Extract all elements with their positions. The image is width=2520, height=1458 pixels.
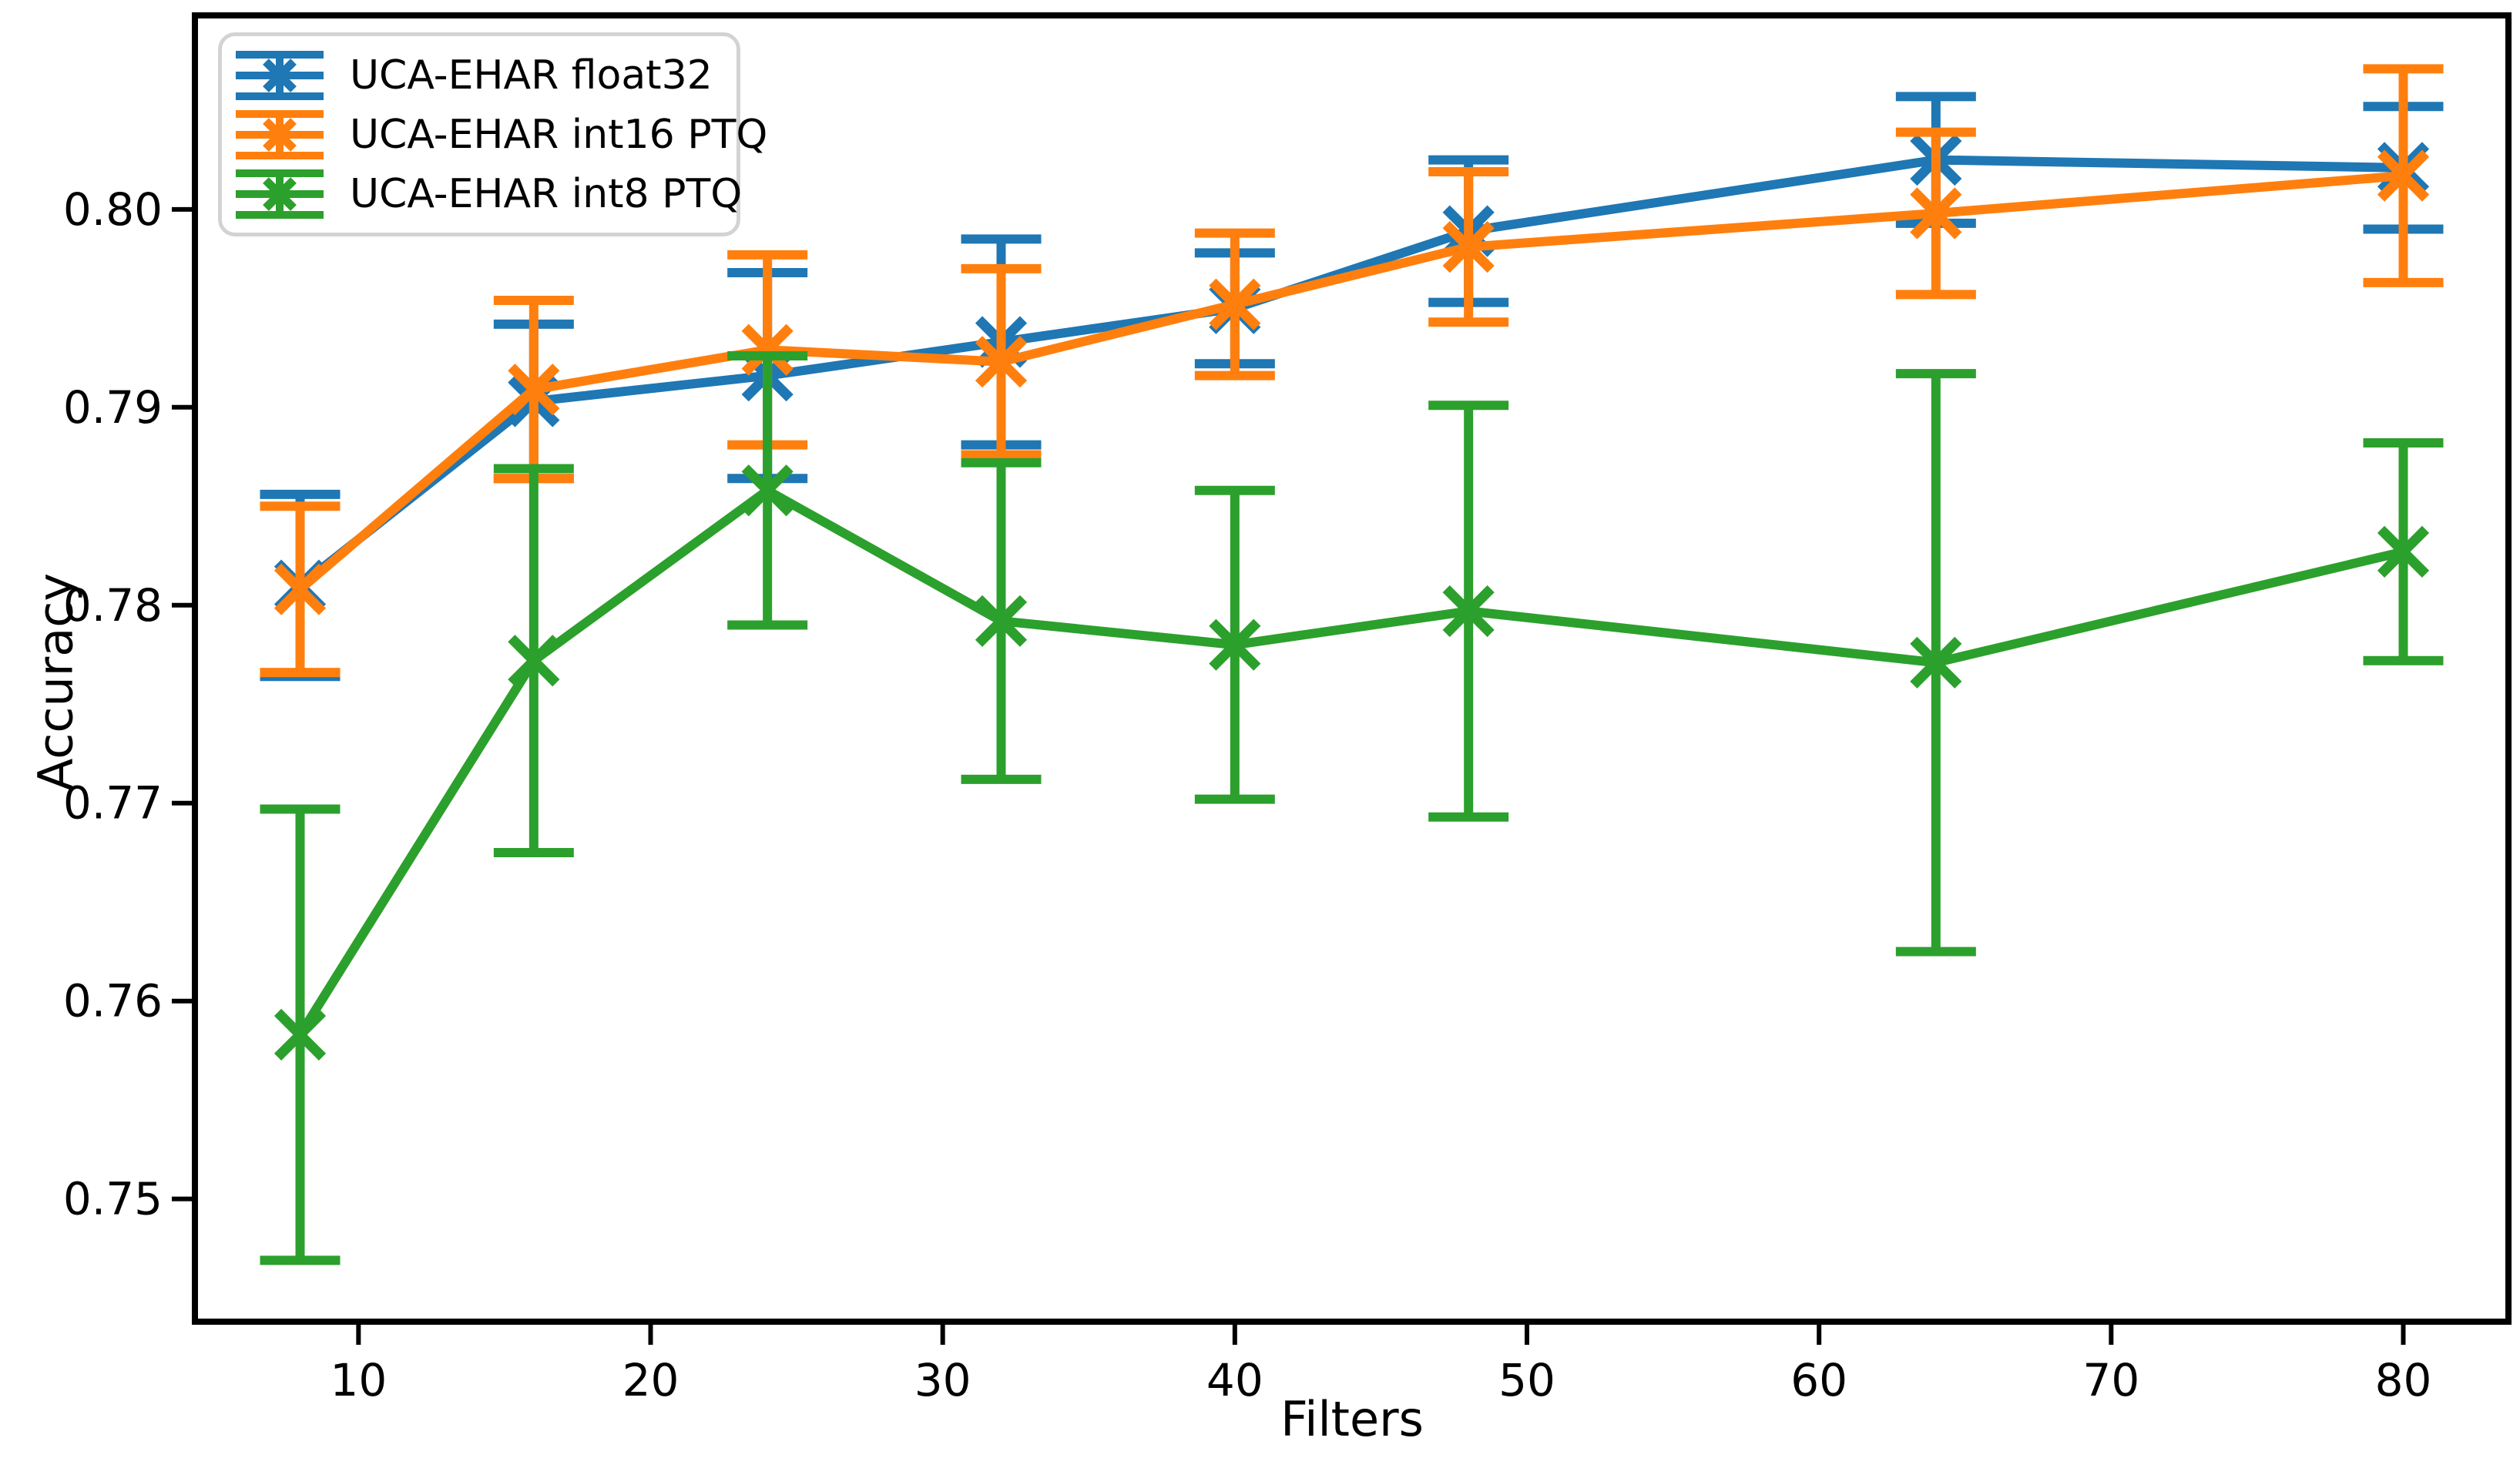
x-axis-label: Filters [1280,1391,1424,1447]
legend-label: UCA-EHAR int8 PTQ [350,170,743,217]
x-marker [1910,636,1962,689]
legend-label: UCA-EHAR float32 [350,52,713,99]
x-marker [2377,149,2430,202]
y-tick-label-0.80: 0.80 [63,183,163,236]
x-marker [1209,278,1261,330]
y-tick-label-0.79: 0.79 [63,381,163,434]
errorbar-key-icon [236,169,324,219]
x-marker [741,323,794,376]
errorbar-key-icon [236,50,324,100]
y-axis-label: Accuracy [27,572,84,792]
x-marker [975,336,1028,388]
x-tick-label-20: 20 [622,1354,679,1406]
y-tick-label-0.78: 0.78 [63,579,163,632]
series-line [296,484,2404,1037]
x-marker [1442,221,1495,273]
x-marker [2377,525,2430,578]
x-tick-label-70: 70 [2082,1354,2139,1406]
x-tick-label-40: 40 [1206,1354,1263,1406]
legend-item-int16: UCA-EHAR int16 PTQ [234,105,767,164]
x-tick-label-50: 50 [1498,1354,1555,1406]
series-line [297,171,2404,593]
series-line [297,155,2404,589]
x-marker [741,464,794,517]
legend-item-float32: UCA-EHAR float32 [234,45,721,105]
x-tick-label-60: 60 [1790,1354,1847,1406]
x-tick-label-30: 30 [914,1354,971,1406]
x-marker [508,364,560,416]
x-marker [273,1008,327,1061]
series-uca-ehar-int8-ptq [260,350,2444,1265]
legend-item-int8: UCA-EHAR int8 PTQ [234,164,742,223]
x-marker [975,595,1028,647]
y-tick-label-0.76: 0.76 [63,975,163,1027]
errorbar-key-icon [236,109,324,159]
x-tick-label-10: 10 [330,1354,387,1406]
x-tick-label-80: 80 [2375,1354,2432,1406]
axes-box [192,12,2512,1325]
x-marker [273,563,327,615]
x-marker [1209,618,1261,671]
y-tick-label-0.75: 0.75 [63,1173,163,1225]
series-uca-ehar-int16-ptq [260,64,2444,678]
x-marker [508,635,560,687]
x-marker [1910,187,1962,240]
x-marker [1442,585,1495,638]
y-tick-label-0.77: 0.77 [63,777,163,830]
legend-label: UCA-EHAR int16 PTQ [350,111,768,158]
legend: UCA-EHAR float32 UCA-EHAR int16 PTQ [218,32,767,236]
